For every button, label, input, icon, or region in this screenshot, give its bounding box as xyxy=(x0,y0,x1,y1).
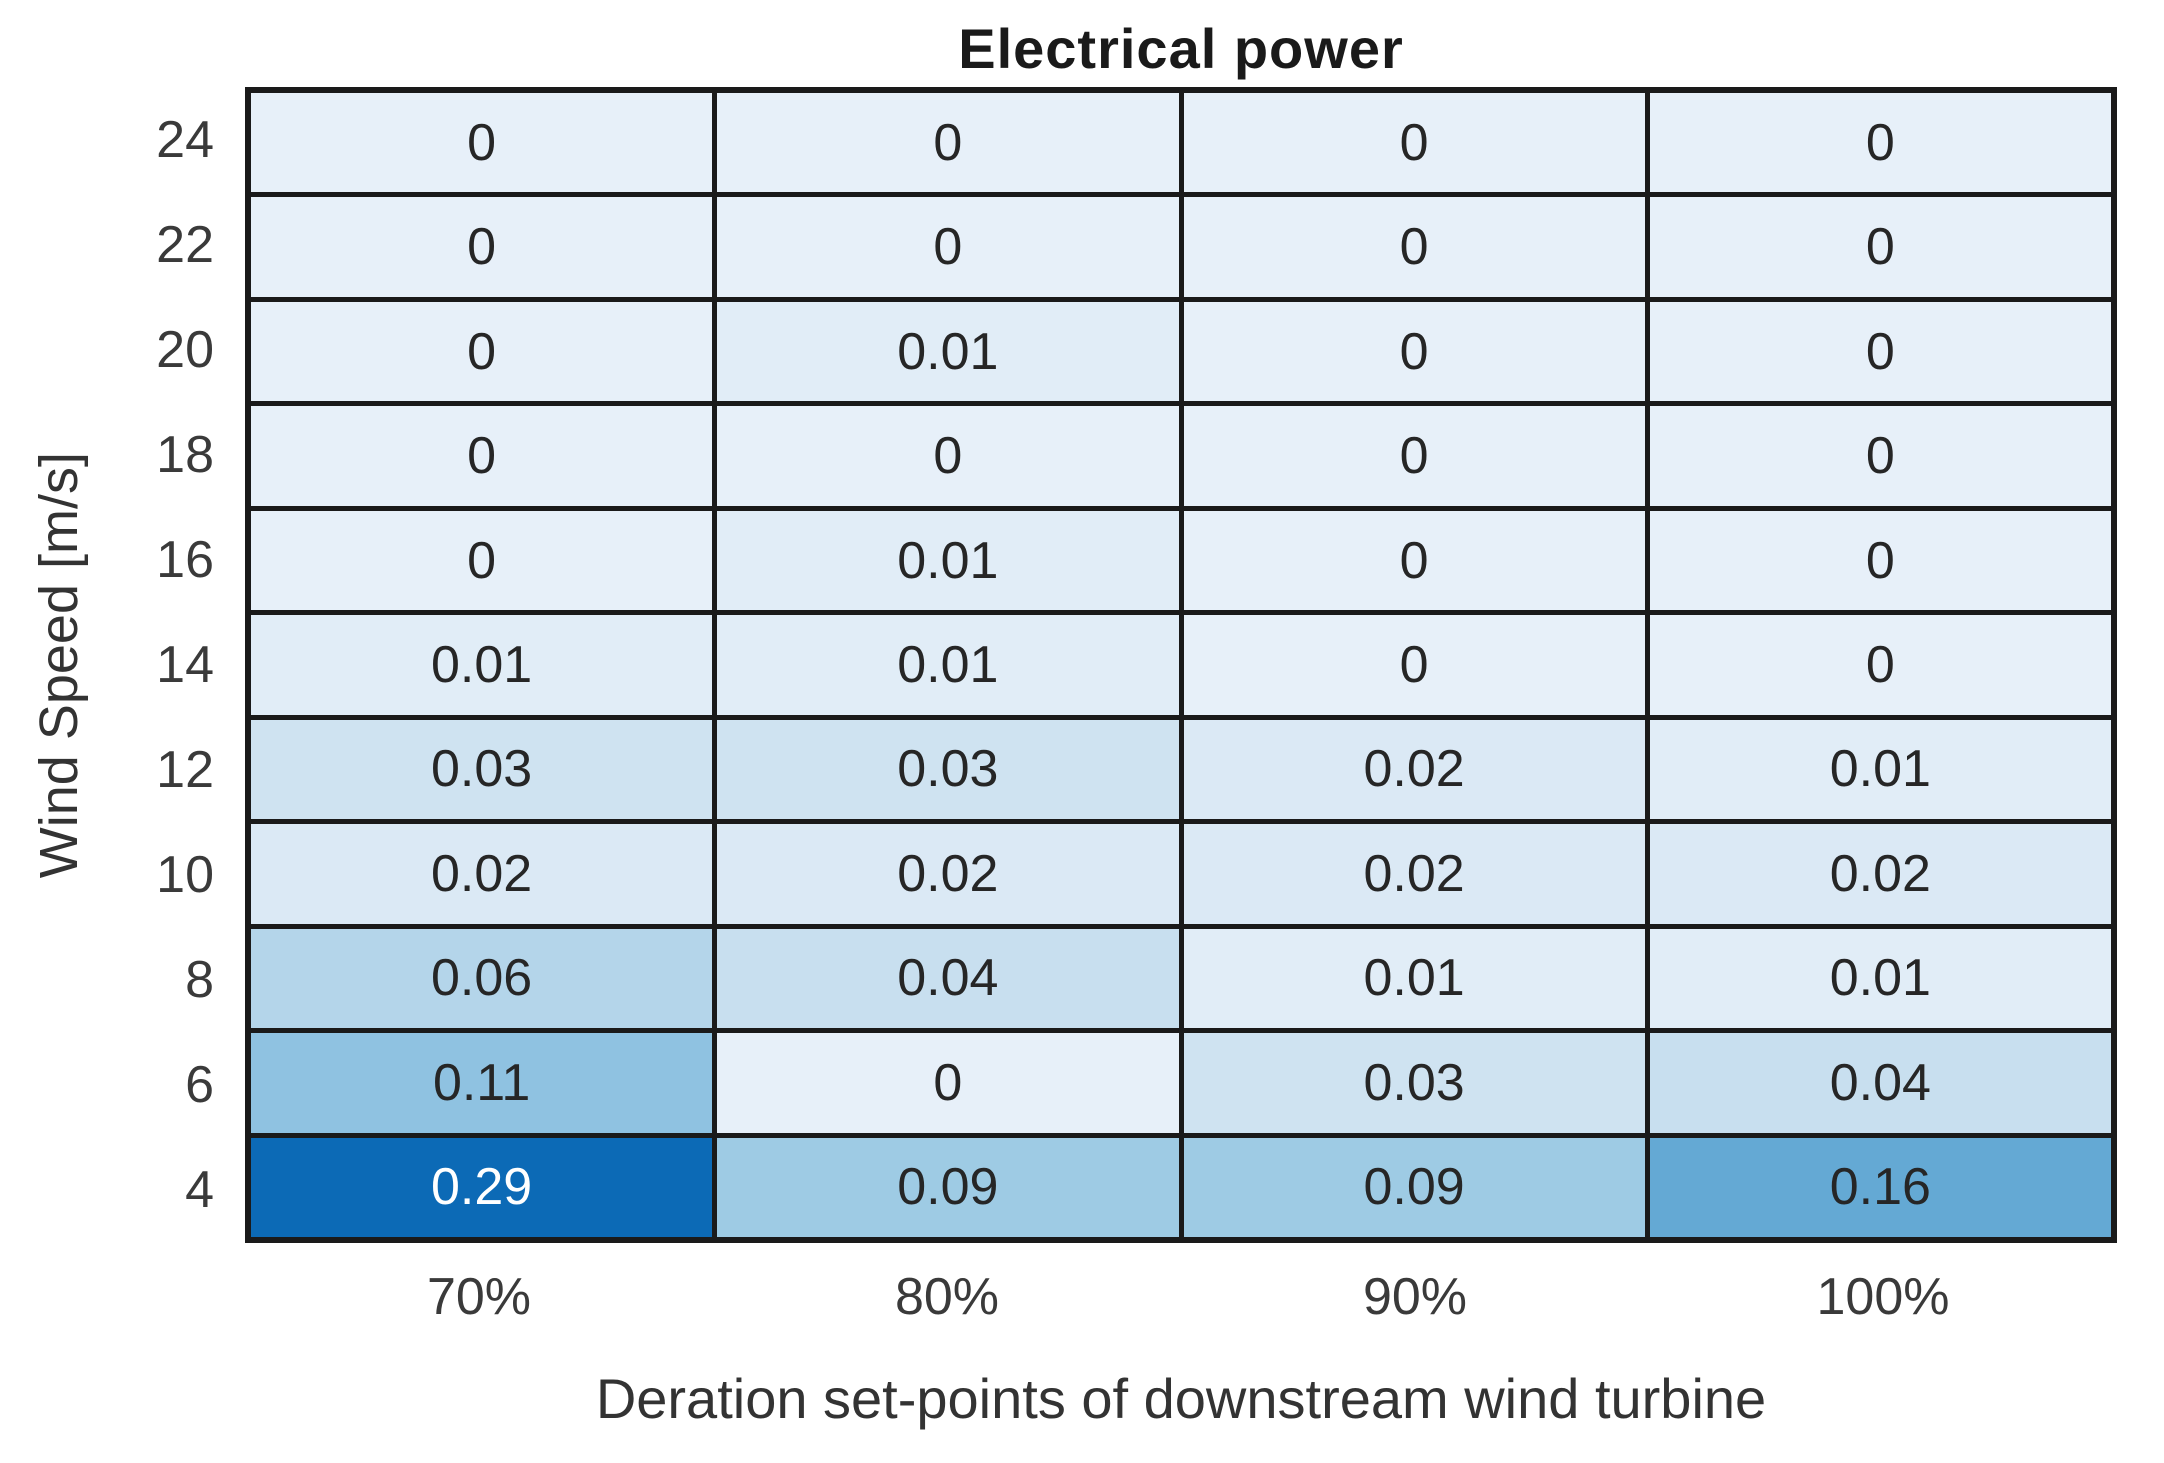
heatmap-cell: 0 xyxy=(717,406,1179,506)
heatmap-cell: 0.16 xyxy=(1649,1137,2111,1237)
heatmap-cell: 0.03 xyxy=(1183,1033,1645,1133)
heatmap-cell: 0 xyxy=(1183,93,1645,193)
x-axis-label: Deration set-points of downstream wind t… xyxy=(595,1367,1767,1430)
heatmap-cell: 0 xyxy=(251,197,713,297)
heatmap-cell: 0.11 xyxy=(251,1033,713,1133)
y-tick: 8 xyxy=(185,951,214,1010)
heatmap-cell: 0.02 xyxy=(717,824,1179,924)
y-axis-ticks: 24 22 20 18 16 14 12 10 8 6 4 xyxy=(0,87,228,1243)
heatmap-cell: 0.01 xyxy=(1183,928,1645,1029)
y-tick: 20 xyxy=(156,320,214,379)
heatmap-cell: 0 xyxy=(717,1033,1179,1133)
chart-title: Electrical power xyxy=(958,17,1404,80)
heatmap-cell: 0.04 xyxy=(717,928,1179,1029)
heatmap-cell: 0 xyxy=(1183,510,1645,611)
heatmap-cell: 0 xyxy=(1649,197,2111,297)
y-tick: 24 xyxy=(156,110,214,169)
heatmap-cell: 0.01 xyxy=(717,510,1179,611)
heatmap-cell: 0.01 xyxy=(717,615,1179,715)
heatmap-cell: 0.02 xyxy=(251,824,713,924)
heatmap-cell: 0.01 xyxy=(251,615,713,715)
heatmap-cell: 0 xyxy=(1183,406,1645,506)
heatmap-cell: 0.01 xyxy=(1649,928,2111,1029)
heatmap-cell: 0 xyxy=(1649,615,2111,715)
heatmap-cell: 0 xyxy=(1649,93,2111,193)
heatmap-cell: 0.03 xyxy=(717,719,1179,820)
x-tick: 90% xyxy=(1362,1268,1468,1326)
y-tick: 16 xyxy=(156,530,214,589)
heatmap-cell: 0 xyxy=(251,406,713,506)
heatmap-cell: 0.09 xyxy=(1183,1137,1645,1237)
heatmap-cell: 0.01 xyxy=(1649,719,2111,820)
heatmap-cell: 0 xyxy=(717,93,1179,193)
x-tick: 80% xyxy=(894,1268,1000,1326)
heatmap-cell: 0 xyxy=(251,93,713,193)
heatmap-cell: 0.04 xyxy=(1649,1033,2111,1133)
heatmap-cell: 0 xyxy=(1183,301,1645,402)
heatmap-cell: 0 xyxy=(1183,197,1645,297)
heatmap-cell: 0 xyxy=(1649,510,2111,611)
heatmap-cell: 0 xyxy=(1649,301,2111,402)
y-tick: 14 xyxy=(156,635,214,694)
heatmap-cell: 0.09 xyxy=(717,1137,1179,1237)
y-tick: 10 xyxy=(156,846,214,905)
y-tick: 4 xyxy=(185,1161,214,1220)
heatmap-cell: 0 xyxy=(251,301,713,402)
heatmap-cell: 0.01 xyxy=(717,301,1179,402)
heatmap-cell: 0.02 xyxy=(1649,824,2111,924)
heatmap-cell: 0 xyxy=(251,510,713,611)
heatmap-cell: 0 xyxy=(1183,615,1645,715)
heatmap-cell: 0 xyxy=(717,197,1179,297)
heatmap-cell: 0.02 xyxy=(1183,719,1645,820)
y-tick: 6 xyxy=(185,1056,214,1115)
heatmap-cell: 0 xyxy=(1649,406,2111,506)
heatmap-cell: 0.03 xyxy=(251,719,713,820)
x-axis-ticks: 70% 80% 90% 100% xyxy=(245,1262,2117,1332)
heatmap-cell: 0.29 xyxy=(251,1137,713,1237)
x-tick: 100% xyxy=(1816,1268,1950,1326)
y-tick: 18 xyxy=(156,425,214,484)
y-tick: 12 xyxy=(156,741,214,800)
x-tick: 70% xyxy=(426,1268,532,1326)
y-tick: 22 xyxy=(156,215,214,274)
heatmap-grid: 0 0 0 0 0 0 0 0 0 0.01 0 0 0 0 0 0 0 0.01 0 0 0.01 0.01 0 0 0.03… xyxy=(245,87,2117,1243)
heatmap-cell: 0.02 xyxy=(1183,824,1645,924)
heatmap-cell: 0.06 xyxy=(251,928,713,1029)
